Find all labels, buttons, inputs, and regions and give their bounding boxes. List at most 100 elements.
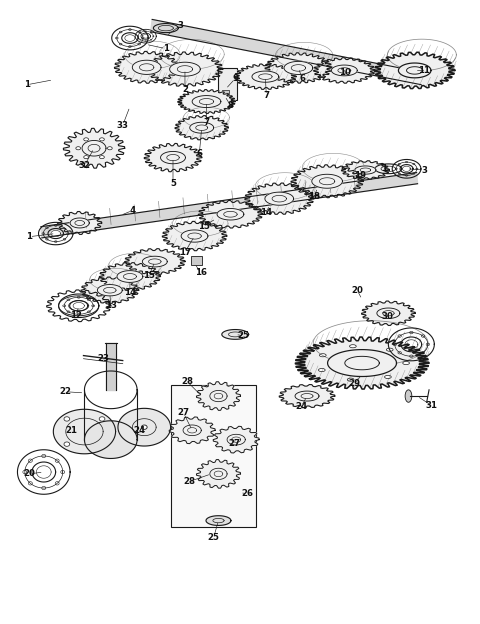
Polygon shape xyxy=(162,222,227,251)
Polygon shape xyxy=(291,165,363,198)
Ellipse shape xyxy=(99,417,105,421)
Polygon shape xyxy=(144,144,202,172)
Polygon shape xyxy=(125,35,135,41)
Text: 32: 32 xyxy=(78,161,90,170)
Text: 29: 29 xyxy=(349,379,361,388)
Text: 20: 20 xyxy=(24,469,36,479)
Text: 24: 24 xyxy=(295,402,307,411)
Polygon shape xyxy=(151,19,422,85)
Polygon shape xyxy=(295,337,429,389)
Polygon shape xyxy=(361,301,415,326)
Text: 20: 20 xyxy=(351,286,363,295)
Text: 16: 16 xyxy=(195,268,207,277)
Polygon shape xyxy=(70,218,89,228)
Text: 28: 28 xyxy=(181,378,193,386)
Ellipse shape xyxy=(403,361,409,364)
Polygon shape xyxy=(210,468,227,479)
Polygon shape xyxy=(314,57,375,83)
Text: 6: 6 xyxy=(299,74,305,83)
Text: 27: 27 xyxy=(178,408,190,417)
Polygon shape xyxy=(405,340,418,349)
Text: 6: 6 xyxy=(196,149,202,158)
Polygon shape xyxy=(375,52,455,89)
Polygon shape xyxy=(377,308,400,318)
Text: 14: 14 xyxy=(124,288,136,296)
Text: 25: 25 xyxy=(208,533,220,542)
Polygon shape xyxy=(82,140,106,156)
Polygon shape xyxy=(169,417,215,444)
Text: 15: 15 xyxy=(143,271,155,280)
Text: 10: 10 xyxy=(339,68,351,77)
Polygon shape xyxy=(181,230,208,242)
Polygon shape xyxy=(125,248,185,275)
Text: 7: 7 xyxy=(263,91,269,100)
Polygon shape xyxy=(206,515,231,525)
Polygon shape xyxy=(252,71,279,82)
Ellipse shape xyxy=(386,348,393,351)
Text: 1: 1 xyxy=(163,44,169,53)
Polygon shape xyxy=(58,212,102,235)
Polygon shape xyxy=(235,64,296,89)
Text: 28: 28 xyxy=(184,477,196,486)
Polygon shape xyxy=(198,200,263,228)
Text: 15: 15 xyxy=(198,222,210,231)
Polygon shape xyxy=(183,425,201,436)
Text: 13: 13 xyxy=(105,301,117,310)
Polygon shape xyxy=(63,129,125,168)
Text: 23: 23 xyxy=(97,354,109,363)
Polygon shape xyxy=(265,53,332,83)
Polygon shape xyxy=(196,382,240,411)
Polygon shape xyxy=(106,343,116,390)
Polygon shape xyxy=(403,166,410,172)
Text: 22: 22 xyxy=(60,388,72,396)
Text: 18: 18 xyxy=(308,192,320,202)
Ellipse shape xyxy=(405,390,412,402)
Ellipse shape xyxy=(64,417,70,421)
Text: 17: 17 xyxy=(179,248,191,256)
Polygon shape xyxy=(118,408,170,446)
Text: 14: 14 xyxy=(260,208,272,217)
Text: 1: 1 xyxy=(26,232,33,241)
Ellipse shape xyxy=(349,344,356,348)
Polygon shape xyxy=(213,426,259,453)
Text: 4: 4 xyxy=(129,206,135,215)
Polygon shape xyxy=(143,34,149,38)
Text: 1: 1 xyxy=(381,164,386,173)
Ellipse shape xyxy=(142,425,147,429)
Polygon shape xyxy=(117,271,143,283)
Ellipse shape xyxy=(320,354,326,357)
Ellipse shape xyxy=(76,147,81,150)
Polygon shape xyxy=(36,466,51,478)
Polygon shape xyxy=(341,161,389,179)
Polygon shape xyxy=(217,208,244,220)
Polygon shape xyxy=(222,329,249,339)
Polygon shape xyxy=(169,62,200,76)
Polygon shape xyxy=(143,256,167,267)
Text: 25: 25 xyxy=(237,331,249,340)
Polygon shape xyxy=(53,409,116,454)
Polygon shape xyxy=(84,421,137,459)
Polygon shape xyxy=(73,303,84,309)
Ellipse shape xyxy=(64,442,70,446)
Polygon shape xyxy=(331,65,357,76)
Text: 7: 7 xyxy=(204,118,210,127)
Text: 26: 26 xyxy=(241,489,253,499)
Ellipse shape xyxy=(108,147,112,150)
Polygon shape xyxy=(190,122,214,133)
Bar xyxy=(218,68,237,100)
Bar xyxy=(191,256,202,265)
Polygon shape xyxy=(192,95,221,107)
Text: 3: 3 xyxy=(177,21,183,30)
Polygon shape xyxy=(279,384,335,407)
Text: 24: 24 xyxy=(133,426,145,435)
Polygon shape xyxy=(312,174,342,188)
Ellipse shape xyxy=(384,376,391,379)
Ellipse shape xyxy=(99,138,104,141)
Text: 12: 12 xyxy=(70,311,82,320)
Polygon shape xyxy=(81,277,139,303)
Polygon shape xyxy=(97,285,122,296)
Text: 1: 1 xyxy=(24,80,30,89)
Polygon shape xyxy=(355,166,376,174)
Text: 2: 2 xyxy=(182,85,188,94)
Text: 8: 8 xyxy=(228,101,233,110)
